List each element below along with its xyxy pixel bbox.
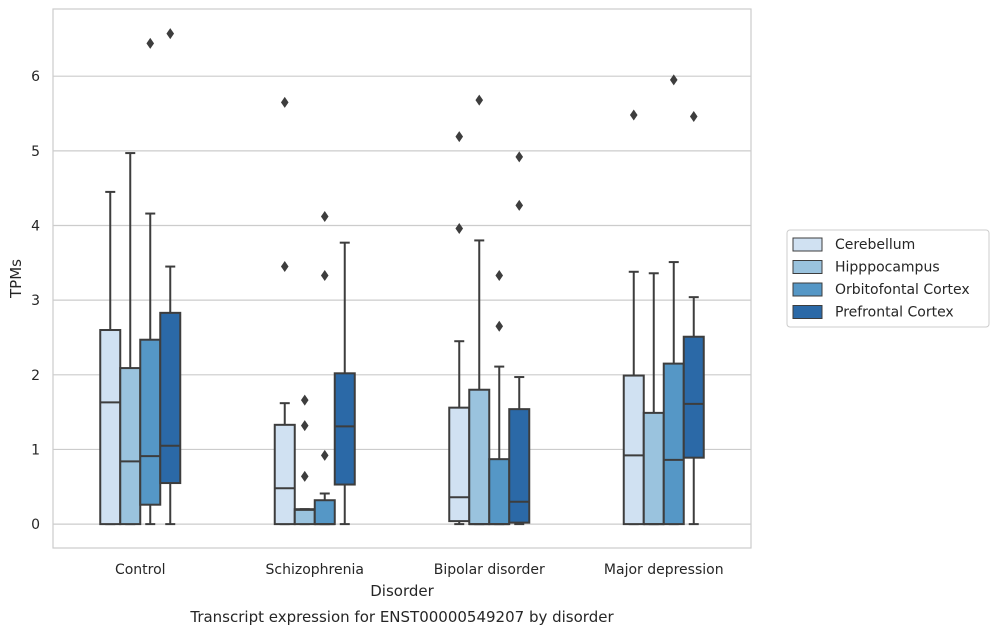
series-hipppocampus (119, 94, 665, 526)
box-body (139, 338, 162, 506)
legend-frame (786, 229, 990, 328)
box-body (488, 458, 511, 526)
box-body (508, 408, 531, 524)
box (159, 28, 182, 526)
box (139, 37, 162, 526)
outlier-point (629, 109, 638, 121)
outlier-point (669, 74, 678, 86)
box-body (159, 311, 182, 485)
y-tick-labels: 0 1 2 3 4 5 6 (31, 69, 40, 533)
x-tick-label: Control (115, 562, 166, 578)
outlier-point (455, 222, 464, 234)
y-axis-title: TPMs (7, 259, 25, 299)
box (313, 211, 336, 526)
box-body (313, 499, 336, 526)
box (99, 190, 122, 526)
box (488, 270, 511, 526)
box-body (448, 406, 471, 523)
legend-label: Cerebellum (835, 237, 915, 253)
box-body (273, 423, 296, 526)
chart-title: Transcript expression for ENST0000054920… (189, 608, 614, 626)
legend-item: Orbitofontal Cortex (792, 282, 970, 298)
box (642, 272, 665, 526)
x-tick-label: Bipolar disorder (434, 562, 545, 578)
legend: Cerebellum Hipppocampus Orbitofontal Corte… (786, 229, 990, 328)
box (468, 94, 491, 526)
box (293, 394, 316, 526)
outlier-point (300, 394, 309, 406)
box (333, 241, 356, 526)
x-axis-title: Disorder (370, 582, 434, 600)
outlier-point (280, 96, 289, 108)
box-body (333, 372, 356, 486)
box (448, 131, 471, 526)
box (508, 151, 531, 526)
outlier-point (495, 270, 504, 282)
y-tick-label: 6 (31, 69, 40, 85)
legend-label: Hipppocampus (835, 260, 940, 276)
legend-item: Prefrontal Cortex (792, 305, 954, 321)
y-tick-label: 3 (31, 293, 40, 309)
box-body (293, 508, 316, 526)
x-tick-label: Schizophrenia (266, 562, 364, 578)
box (119, 152, 142, 526)
legend-swatch (792, 282, 823, 297)
outlier-point (300, 420, 309, 432)
outlier-point (515, 199, 524, 211)
y-tick-label: 1 (31, 442, 40, 458)
outlier-point (166, 28, 175, 40)
legend-swatch (792, 237, 823, 252)
legend-swatch (792, 260, 823, 274)
y-tick-label: 0 (31, 517, 40, 533)
box-body (642, 411, 665, 526)
x-tick-labels: Control Schizophrenia Bipolar disorder Majo… (115, 562, 724, 578)
box-series (99, 28, 705, 526)
box (622, 109, 645, 526)
y-tick-label: 2 (31, 368, 40, 384)
series-prefrontal-cortex (159, 28, 705, 526)
legend-item: Hipppocampus (792, 260, 940, 276)
box-body (622, 374, 645, 526)
legend-label: Orbitofontal Cortex (835, 282, 970, 298)
legend-label: Prefrontal Cortex (835, 305, 954, 321)
box-body (468, 388, 491, 526)
legend-swatch (792, 305, 823, 319)
outlier-point (280, 261, 289, 273)
outlier-point (300, 470, 309, 482)
box-body (682, 335, 705, 459)
box (682, 111, 705, 526)
box (273, 96, 296, 526)
outlier-point (320, 449, 329, 461)
box-body (99, 329, 122, 526)
series-orbitofontal-cortex (139, 37, 685, 526)
outlier-point (146, 37, 155, 49)
box-body (662, 362, 685, 526)
outlier-point (475, 94, 484, 106)
box-body (119, 367, 142, 526)
legend-item: Cerebellum (792, 237, 915, 253)
outlier-point (320, 211, 329, 223)
box (662, 74, 685, 526)
y-tick-label: 4 (31, 218, 40, 234)
plot-area-frame (52, 8, 752, 549)
x-tick-label: Major depression (604, 562, 724, 578)
y-tick-label: 5 (31, 144, 40, 160)
outlier-point (689, 111, 698, 123)
series-cerebellum (99, 96, 645, 526)
outlier-point (515, 151, 524, 163)
outlier-point (320, 270, 329, 282)
outlier-point (455, 131, 464, 143)
outlier-point (495, 320, 504, 332)
